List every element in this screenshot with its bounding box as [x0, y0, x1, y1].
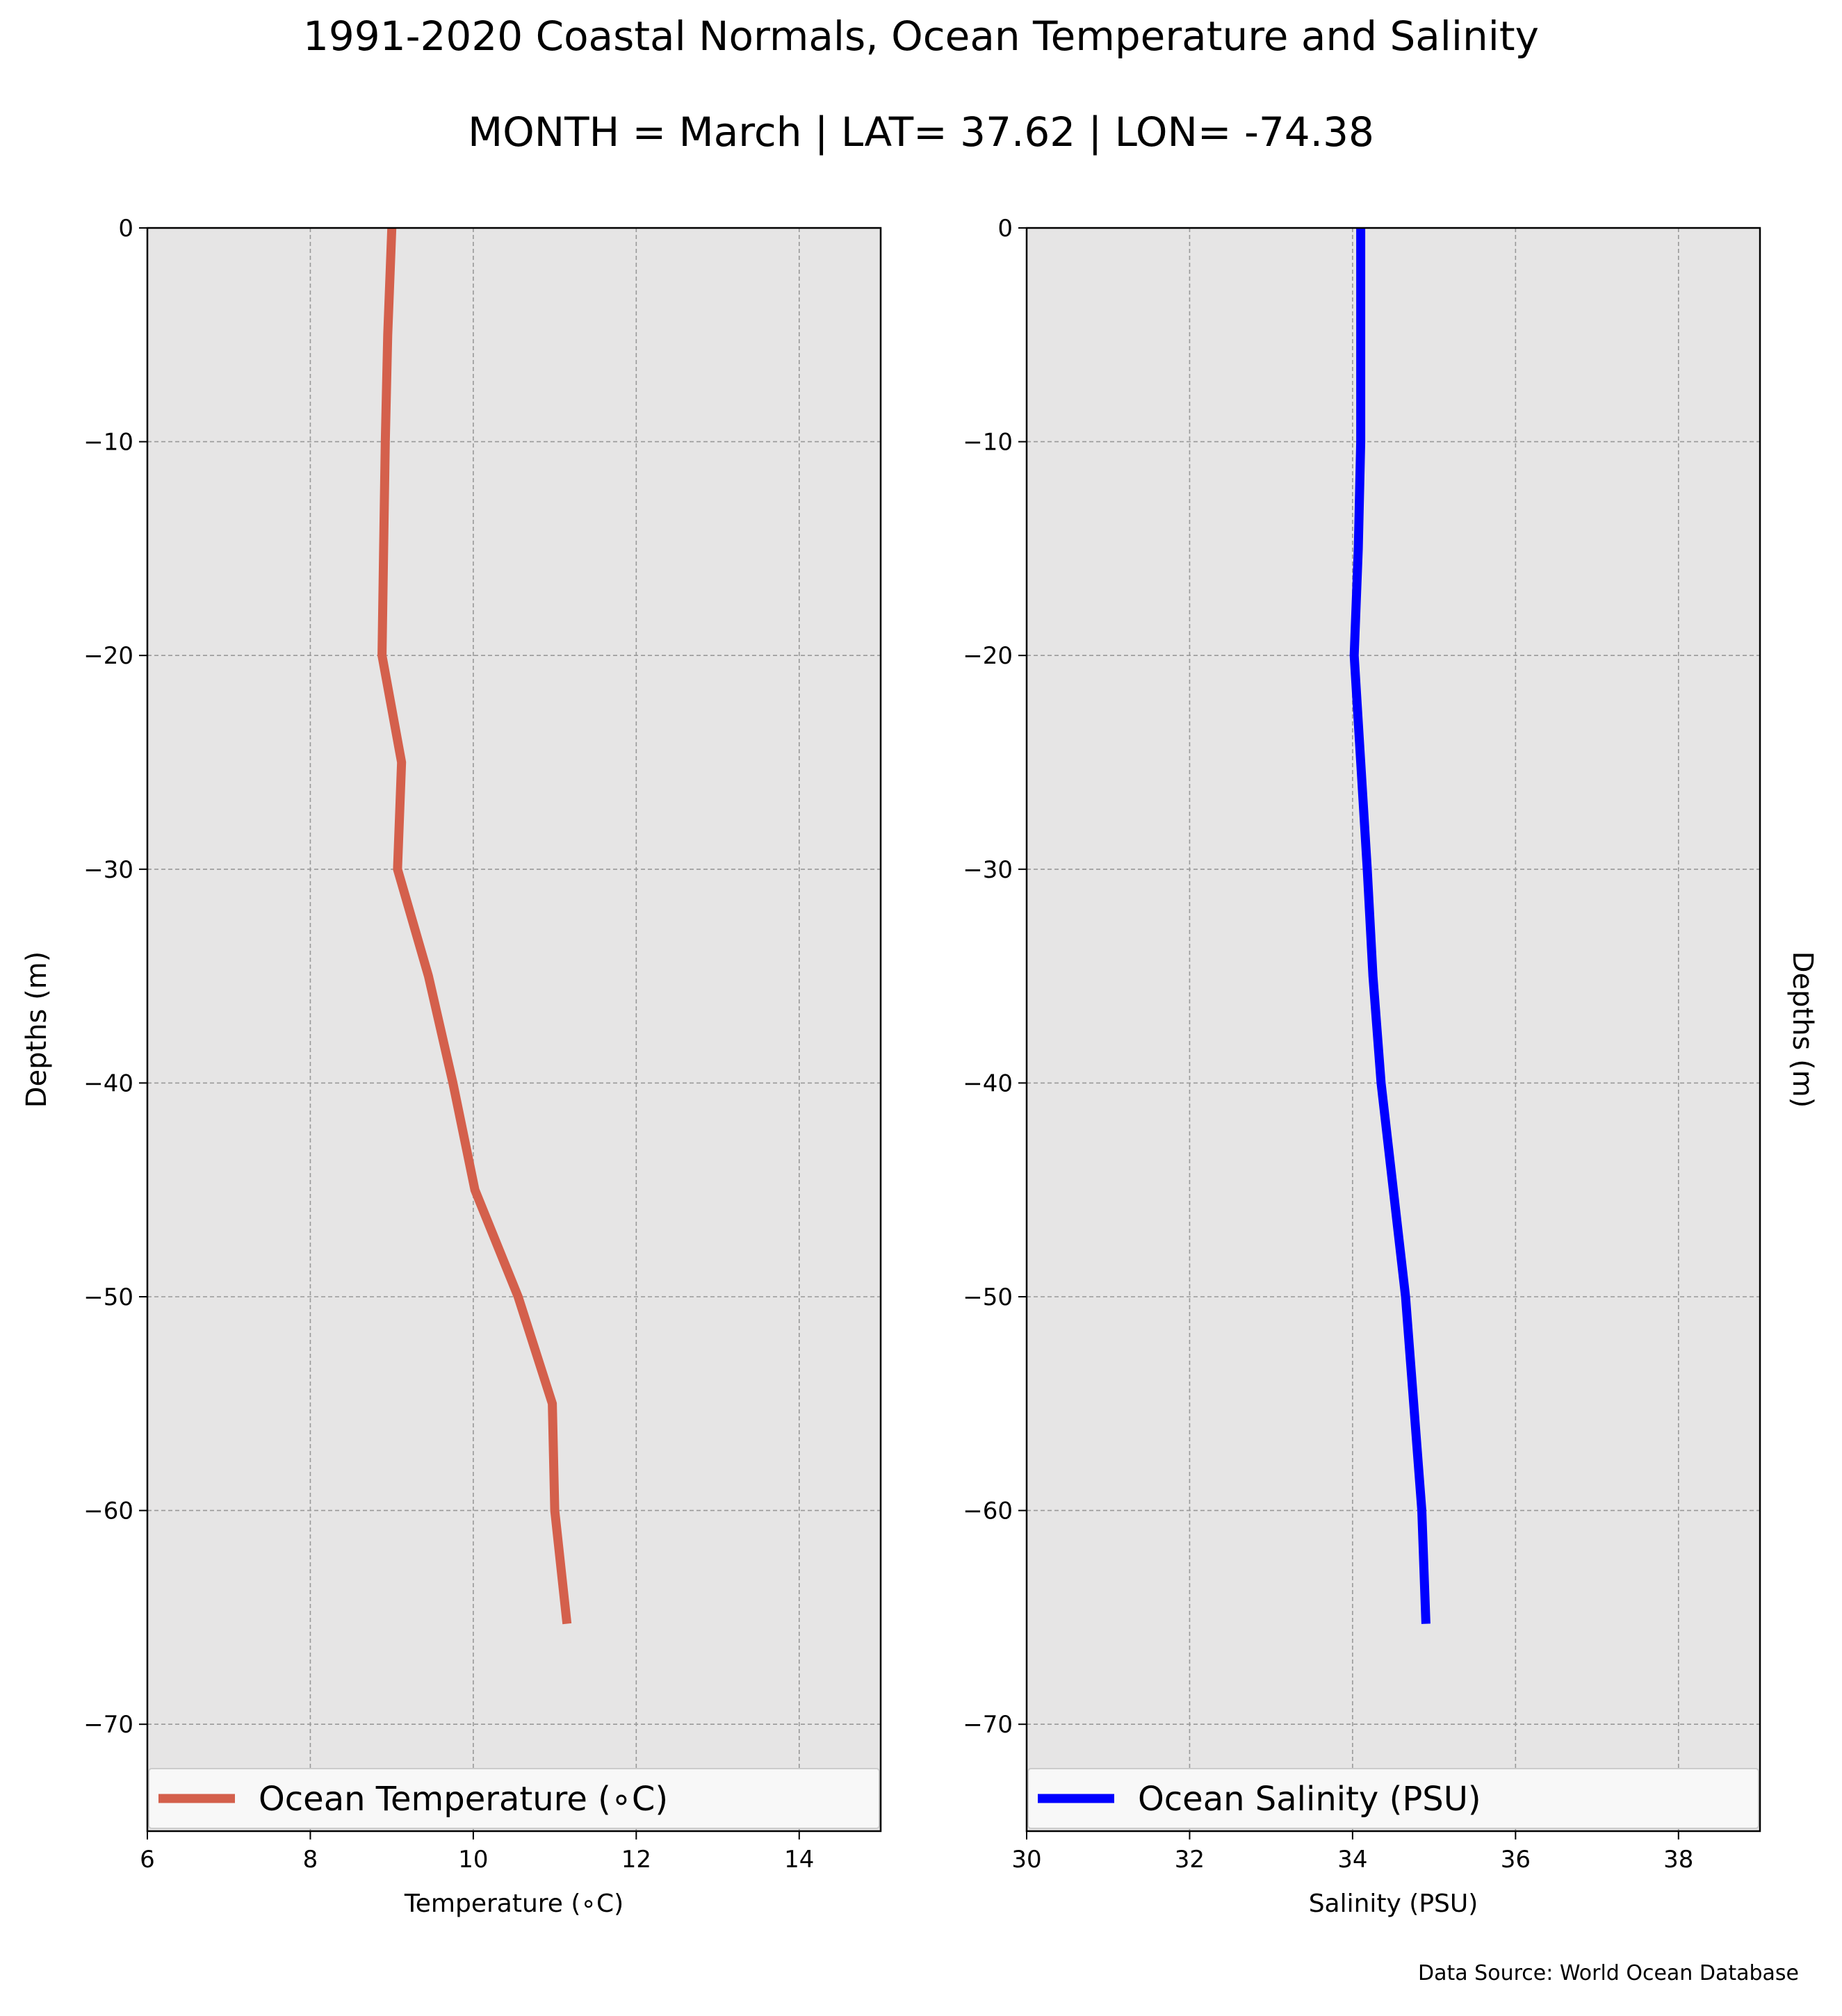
- x-tick-label: 12: [621, 1846, 651, 1874]
- y-tick-label: −30: [963, 856, 1013, 884]
- y-tick-label: −60: [83, 1498, 133, 1525]
- y-tick-label: 0: [118, 215, 133, 243]
- y-tick-label: −50: [83, 1284, 133, 1311]
- y-tick-label: −20: [963, 642, 1013, 670]
- y-tick-label: −40: [963, 1070, 1013, 1097]
- y-axis-label: Depths (m): [1786, 951, 1818, 1108]
- y-tick-label: −40: [83, 1070, 133, 1097]
- legend-box: [1027, 1768, 1759, 1829]
- x-tick-label: 8: [303, 1846, 318, 1874]
- y-tick-label: −30: [83, 856, 133, 884]
- x-tick-label: 36: [1501, 1846, 1531, 1874]
- axes-frame: [146, 227, 882, 1833]
- data-source-note: Data Source: World Ocean Database: [1418, 1961, 1799, 1985]
- legend-label: Ocean Salinity (PSU): [1138, 1780, 1481, 1819]
- y-tick-label: −60: [963, 1498, 1013, 1525]
- y-tick-label: −70: [83, 1711, 133, 1739]
- x-tick-label: 32: [1175, 1846, 1205, 1874]
- x-tick-label: 30: [1011, 1846, 1041, 1874]
- x-axis-label: Temperature (∘C): [404, 1890, 623, 1918]
- y-tick-label: −70: [963, 1711, 1013, 1739]
- chart-subtitle: MONTH = March | LAT= 37.62 | LON= -74.38: [468, 108, 1374, 156]
- panel-salinity: [1018, 227, 1761, 1839]
- x-axis-label: Salinity (PSU): [1309, 1890, 1478, 1918]
- y-axis-label: Depths (m): [21, 951, 53, 1108]
- y-tick-label: −50: [963, 1284, 1013, 1311]
- plot-area: [1027, 228, 1760, 1831]
- chart-title: 1991-2020 Coastal Normals, Ocean Tempera…: [303, 13, 1539, 60]
- y-tick-label: −20: [83, 642, 133, 670]
- x-tick-label: 14: [784, 1846, 814, 1874]
- plot-area: [147, 228, 881, 1831]
- y-tick-label: −10: [963, 429, 1013, 457]
- y-tick-label: 0: [997, 215, 1013, 243]
- legend-label: Ocean Temperature (∘C): [259, 1780, 668, 1819]
- axes-frame: [1025, 227, 1761, 1833]
- x-tick-label: 34: [1337, 1846, 1367, 1874]
- legend-box: [148, 1768, 880, 1829]
- series-line: [1349, 228, 1431, 1624]
- x-tick-label: 6: [140, 1846, 155, 1874]
- x-tick-label: 38: [1663, 1846, 1693, 1874]
- series-line: [377, 227, 572, 1625]
- x-tick-label: 10: [458, 1846, 488, 1874]
- y-tick-label: −10: [83, 429, 133, 457]
- panel-temperature: [139, 227, 882, 1839]
